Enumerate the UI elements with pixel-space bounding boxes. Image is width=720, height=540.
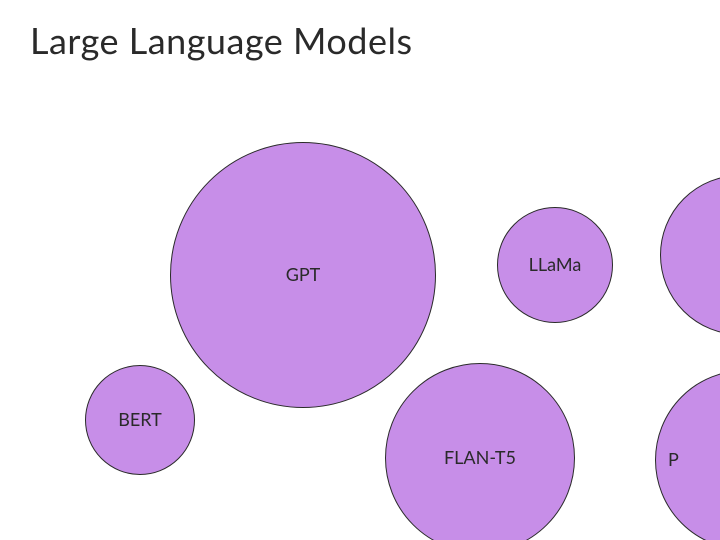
- bubble-gpt: GPT: [170, 142, 436, 408]
- bubble-bert: BERT: [85, 365, 195, 475]
- bubble-label-llama: LLaMa: [529, 255, 582, 275]
- diagram-title: Large Language Models: [30, 18, 413, 62]
- bubble-label-bert: BERT: [118, 410, 162, 430]
- bubble-llama: LLaMa: [497, 207, 613, 323]
- bubble-flan-t5: FLAN-T5: [385, 363, 575, 540]
- bubble-label-flan-t5: FLAN-T5: [444, 448, 516, 468]
- bubble-label-partial-p: P: [668, 450, 679, 470]
- bubble-partial-p: P: [655, 370, 720, 540]
- diagram-stage: Large Language Models BERT GPT LLaMa FLAN-T…: [0, 0, 720, 540]
- bubble-partial-top: [660, 175, 720, 335]
- bubble-label-gpt: GPT: [286, 265, 321, 285]
